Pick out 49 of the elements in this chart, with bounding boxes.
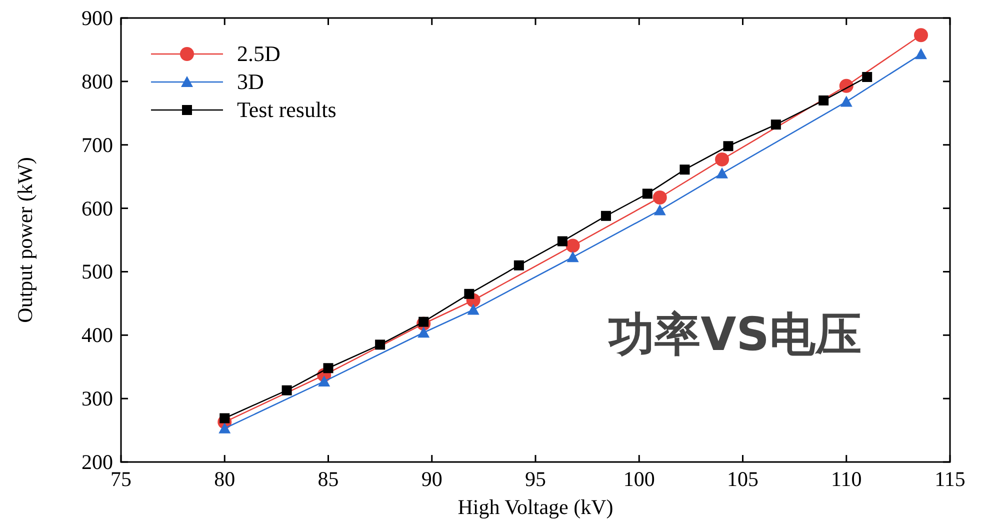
point [323,363,334,374]
point [418,326,430,338]
point [914,28,928,42]
x-tick-label: 75 [110,467,132,491]
y-axis-title: Output power (kW) [13,157,37,323]
y-tick-label: 800 [82,69,113,94]
y-tick-label: 500 [82,260,113,284]
point [715,152,730,166]
y-tick-label: 200 [82,450,113,474]
x-tick-label: 80 [214,467,236,491]
point [770,120,781,130]
legend-label: 2.5D [237,41,280,66]
x-tick-label: 105 [727,467,758,491]
x-tick-label: 115 [934,467,966,491]
point [467,304,480,315]
point [723,141,734,152]
point [716,167,728,178]
point [652,190,667,205]
x-tick-label: 85 [318,467,339,491]
y-tick-label: 600 [82,196,113,220]
point [514,260,524,270]
x-tick-label: 90 [421,467,442,491]
point [375,340,386,350]
point [840,96,852,107]
point [862,72,872,82]
x-axis-title: High Voltage (kV) [458,495,614,519]
point [318,375,330,386]
point [282,385,292,396]
y-tick-label: 700 [82,132,113,157]
point [557,236,568,246]
point [642,188,652,199]
annotation: 功率VS电压 [608,307,862,361]
legend-label: Test results [237,97,336,122]
point [566,238,580,253]
point [600,210,611,221]
point [654,204,666,216]
point [464,288,474,299]
y-tick-label: 400 [82,323,113,348]
legend-label: 3D [237,69,264,94]
point [680,164,690,175]
x-tick-label: 110 [831,467,862,491]
point [218,422,231,434]
y-tick-label: 900 [82,6,113,30]
point [818,95,829,106]
x-tick-label: 95 [525,467,546,491]
point [566,251,579,262]
y-tick-label: 300 [82,386,113,411]
x-tick-label: 100 [623,467,655,491]
point [914,48,927,60]
